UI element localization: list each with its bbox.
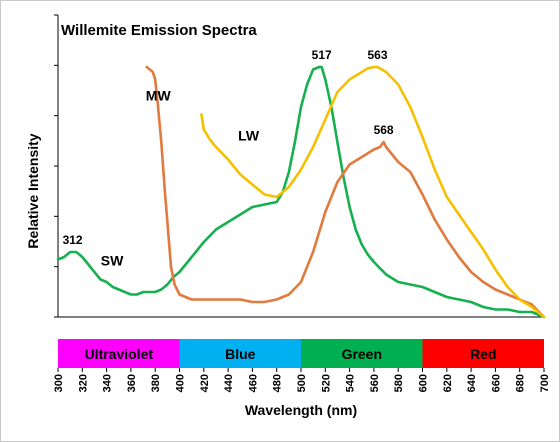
series-label: SW <box>101 253 124 269</box>
x-tick-group: 300 320 340 360 380 400 420 440 460 480 500 520 540 5… <box>53 368 551 392</box>
series-sw-line <box>56 65 546 319</box>
x-tick-label: 480 <box>272 374 284 392</box>
x-tick-label: 360 <box>126 374 138 392</box>
x-tick-label: 640 <box>466 374 478 392</box>
series-label: LW <box>238 128 260 144</box>
band-label: Blue <box>225 346 256 362</box>
x-tick-label: 400 <box>175 374 187 392</box>
x-tick-label: 520 <box>320 374 332 392</box>
x-tick-label: 460 <box>247 374 259 392</box>
chart-title: Willemite Emission Spectra <box>61 22 257 39</box>
y-axis-label: Relative Intensity <box>25 133 41 248</box>
peak-label: 563 <box>367 48 387 62</box>
series-lw-line <box>200 65 546 319</box>
x-tick-label: 700 <box>539 374 551 392</box>
band-ultraviolet <box>58 339 180 368</box>
x-tick-label: 440 <box>223 374 235 392</box>
series-group <box>56 65 546 319</box>
band-green <box>301 339 423 368</box>
x-tick-label: 380 <box>150 374 162 392</box>
band-label: Red <box>470 346 496 362</box>
band-label: Ultraviolet <box>85 346 154 362</box>
x-tick-label: 560 <box>369 374 381 392</box>
peak-label: 517 <box>312 48 332 62</box>
x-axis-label: Wavelength (nm) <box>245 402 357 418</box>
x-tick-label: 420 <box>199 374 211 392</box>
x-tick-label: 300 <box>53 374 65 392</box>
band-label: Green <box>342 346 382 362</box>
x-tick-label: 540 <box>345 374 357 392</box>
x-tick-label: 620 <box>442 374 454 392</box>
series-mw-line <box>145 65 546 319</box>
x-tick-label: 500 <box>296 374 308 392</box>
axes <box>54 14 544 318</box>
peak-label: 312 <box>63 233 83 247</box>
x-tick-label: 320 <box>77 374 89 392</box>
peak-label: 568 <box>374 123 394 137</box>
spectrum-band-group: Ultraviolet Blue Green Red <box>58 339 544 368</box>
x-tick-label: 340 <box>102 374 114 392</box>
x-tick-label: 680 <box>515 374 527 392</box>
band-red <box>422 339 544 368</box>
x-tick-label: 600 <box>418 374 430 392</box>
annotation-group: 312 517 563 568 SW MW LW <box>63 48 394 269</box>
series-label: MW <box>146 88 172 104</box>
x-tick-label: 580 <box>393 374 405 392</box>
band-blue <box>179 339 301 368</box>
x-tick-label: 660 <box>490 374 502 392</box>
